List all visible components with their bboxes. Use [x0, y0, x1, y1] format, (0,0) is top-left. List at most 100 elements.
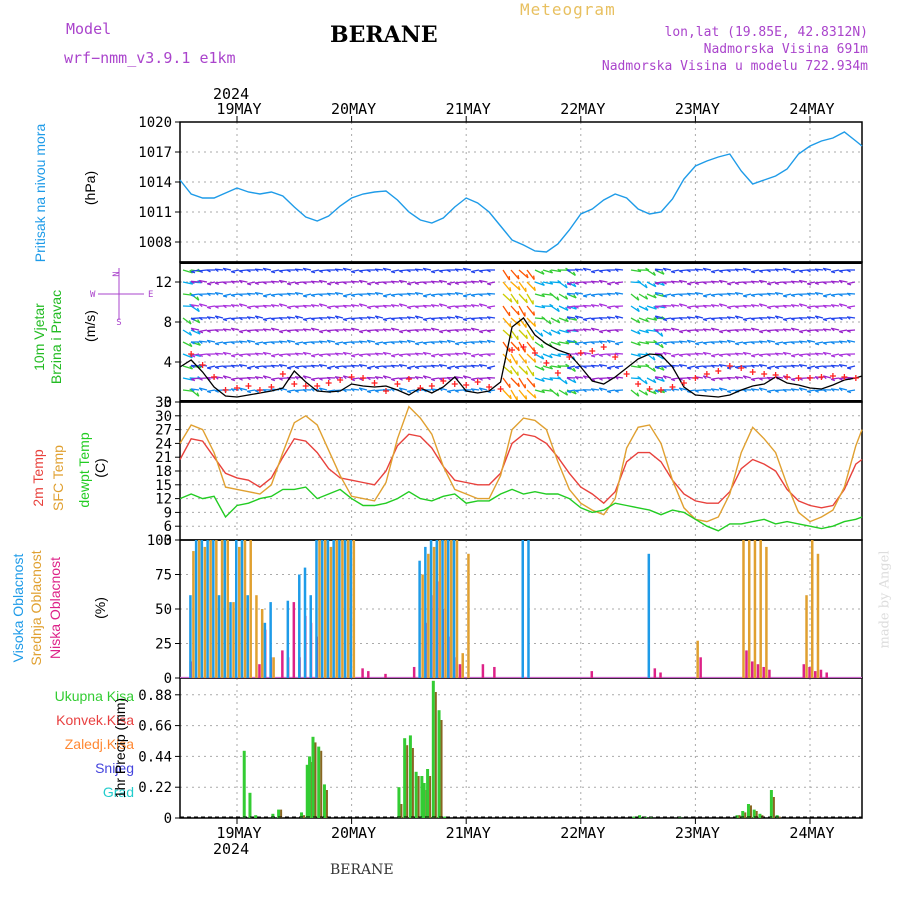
wind-arrow-head — [382, 318, 388, 322]
wind-arrow-head — [302, 281, 307, 285]
wind-arrow-head — [478, 364, 483, 368]
wind-arrow-head — [278, 279, 283, 284]
wind-arrow — [510, 305, 520, 316]
wind-arrow — [839, 363, 848, 367]
wind-arrow-head — [742, 305, 747, 309]
wind-arrow-head — [190, 341, 195, 345]
wind-arrow — [254, 281, 264, 284]
wind-arrow-head — [702, 305, 707, 309]
legend-graupel: Grad — [102, 784, 134, 800]
wind-arrow — [767, 365, 776, 369]
wind-arrow-head — [478, 293, 483, 297]
wind-arrow-head — [406, 390, 412, 394]
wind-arrow — [510, 269, 520, 280]
wind-arrow-head — [726, 377, 731, 381]
wind-arrow-head — [710, 364, 715, 369]
wind-arrow-head — [462, 365, 467, 369]
wind-arrow-head — [582, 365, 587, 369]
wind-arrow-head — [318, 364, 323, 368]
wind-arrow-head — [398, 364, 403, 368]
y-tick-label: 1011 — [138, 205, 172, 221]
wind-arrow-head — [294, 282, 300, 286]
wind-arrow-head — [310, 294, 316, 298]
wind-arrow-head — [262, 318, 268, 322]
wind-arrow — [814, 268, 824, 271]
wind-arrow-head — [423, 295, 428, 298]
wind-arrow — [375, 315, 384, 319]
wind-arrow — [295, 315, 304, 319]
wind-arrow — [823, 351, 832, 355]
wind-arrow — [230, 377, 240, 380]
wind-arrow — [359, 329, 368, 333]
wind-arrow — [679, 363, 688, 367]
wind-arrow-head — [286, 390, 292, 394]
wind-arrow-head — [446, 306, 452, 310]
wind-arrow-head — [798, 270, 803, 273]
wind-arrow — [766, 305, 776, 308]
wind-arrow-head — [358, 279, 363, 284]
wind-arrow-head — [189, 342, 193, 347]
precip-total-bar — [426, 769, 430, 818]
wind-arrow-head — [334, 343, 340, 346]
wind-arrow — [662, 341, 672, 344]
wind-arrow — [439, 303, 448, 307]
wind-arrow-head — [350, 364, 355, 369]
wind-arrow-head — [390, 304, 395, 308]
wind-arrow — [359, 363, 368, 367]
wind-arrow — [751, 353, 760, 357]
wind-arrow-head — [246, 390, 252, 394]
wind-arrow-head — [197, 341, 201, 346]
wind-arrow — [566, 329, 576, 332]
wind-arrow — [247, 281, 256, 285]
wind-arrow — [695, 315, 704, 319]
y-tick-label: 0 — [164, 811, 172, 827]
wind-arrow — [190, 364, 200, 367]
wind-arrow — [311, 353, 320, 357]
precip-total-bar — [678, 816, 682, 818]
wind-arrow-head — [566, 292, 571, 297]
wind-arrow-head — [366, 306, 372, 310]
wind-arrow-head — [758, 364, 763, 368]
wind-arrow-head — [334, 389, 339, 393]
wind-arrow-head — [334, 352, 339, 357]
wind-arrow — [734, 268, 744, 271]
wind-arrow-head — [590, 280, 595, 285]
wind-arrow — [478, 269, 488, 272]
wind-arrow-head — [726, 269, 731, 273]
wind-arrow — [359, 387, 368, 391]
wind-arrow-head — [750, 294, 756, 298]
wind-arrow-head — [790, 294, 796, 298]
wind-arrow-head — [438, 303, 443, 308]
wind-arrow-head — [198, 270, 203, 273]
wind-arrow-head — [686, 306, 692, 310]
wind-arrow-head — [438, 340, 443, 344]
wind-arrow-head — [358, 377, 363, 381]
wind-arrow-head — [774, 329, 779, 333]
wind-arrow-head — [487, 367, 492, 370]
wind-arrow-head — [702, 365, 707, 369]
model-name: wrf−nmm_v3.9.1 e1km — [64, 49, 236, 67]
wind-arrow-head — [798, 303, 803, 308]
precip-total-bar — [638, 815, 642, 818]
wind-arrow — [526, 329, 534, 341]
wind-arrow — [558, 329, 569, 334]
wind-arrow — [695, 291, 704, 295]
wind-arrow — [663, 375, 672, 379]
wind-arrow-head — [654, 376, 659, 380]
wind-arrow-head — [574, 305, 579, 309]
wind-arrow — [223, 317, 232, 321]
wind-arrow-head — [430, 294, 436, 298]
cloud-mid-bar — [461, 653, 464, 678]
wind-arrow-head — [694, 315, 699, 320]
precip-total-bar — [317, 746, 321, 818]
wind-arrow — [415, 341, 424, 345]
wind-arrow-head — [573, 378, 577, 384]
wind-arrow-head — [286, 339, 291, 344]
wind-arrow — [423, 293, 432, 297]
wind-arrow-head — [598, 377, 603, 381]
wind-arrow-head — [197, 268, 202, 273]
wind-arrow-head — [294, 292, 299, 296]
wind-arrow-head — [278, 364, 283, 368]
wind-arrow — [254, 352, 264, 355]
wind-arrow-head — [591, 355, 596, 358]
